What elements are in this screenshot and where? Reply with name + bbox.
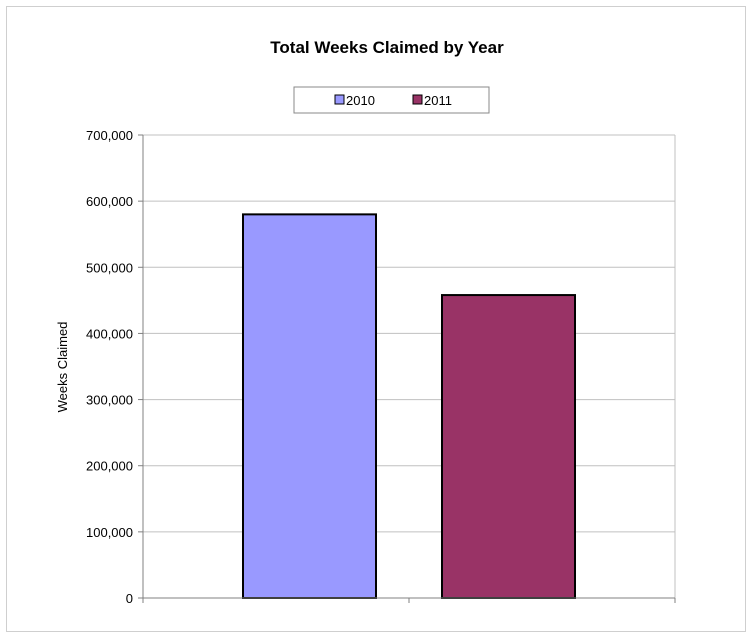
y-tick-label: 0 <box>126 591 133 606</box>
legend-box <box>293 86 490 114</box>
y-tick-label: 300,000 <box>86 393 133 408</box>
bars <box>242 213 576 599</box>
y-tick-label: 600,000 <box>86 194 133 209</box>
bar-2011 <box>441 294 576 599</box>
bar-2010 <box>242 213 377 599</box>
y-tick-label: 400,000 <box>86 326 133 341</box>
legend-label-2010: 2010 <box>346 93 375 108</box>
legend-swatch-2010 <box>334 94 345 105</box>
axes <box>138 134 676 603</box>
legend-label-2011: 2011 <box>424 93 452 108</box>
legend-swatch-2011 <box>412 94 423 105</box>
y-axis-label: Weeks Claimed <box>55 322 70 413</box>
y-tick-label: 700,000 <box>86 128 133 143</box>
y-tick-labels: 0 100,000 200,000 300,000 400,000 500,000 600,… <box>86 128 133 606</box>
chart-title: Total Weeks Claimed by Year <box>270 38 504 57</box>
gridlines <box>143 134 676 598</box>
legend: 2010 2011 <box>293 86 490 114</box>
y-tick-label: 200,000 <box>86 459 133 474</box>
y-tick-label: 100,000 <box>86 525 133 540</box>
y-tick-label: 500,000 <box>86 260 133 275</box>
